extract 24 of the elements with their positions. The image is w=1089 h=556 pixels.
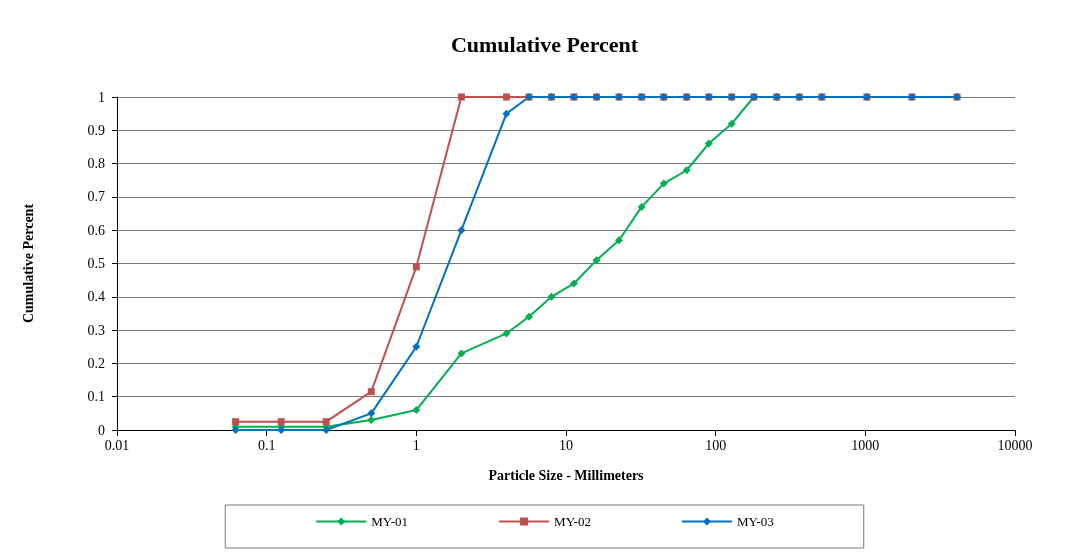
y-tick-label: 0.8 (87, 156, 105, 172)
y-axis-title: Cumulative Percent (20, 203, 36, 324)
y-tick-label: 0.1 (87, 389, 105, 405)
y-tick-label: 0.6 (87, 222, 105, 238)
y-tick-label: 0.9 (87, 122, 105, 138)
y-tick-label: 0.5 (87, 256, 105, 271)
y-tick-label: 1 (98, 89, 105, 105)
x-axis-title: Particle Size - Millimeters (488, 467, 645, 483)
y-tick-label: 0 (98, 422, 105, 438)
y-tick-label: 0.2 (87, 355, 105, 371)
x-tick-label: 10000 (997, 437, 1033, 453)
x-tick-label: 0.1 (257, 437, 276, 453)
y-tick-label: 0.4 (87, 289, 105, 305)
x-tick-label: 0.01 (104, 437, 130, 453)
legend-label: MY-01 (371, 514, 409, 529)
x-tick-label: 10 (559, 437, 573, 453)
chart-title: Cumulative Percent (450, 31, 639, 57)
legend-label: MY-03 (736, 514, 774, 529)
x-tick-label: 100 (705, 437, 727, 453)
legend-label: MY-02 (554, 514, 591, 529)
x-tick-label: 1 (412, 437, 420, 453)
y-tick-label: 0.3 (87, 322, 105, 338)
y-tick-label: 0.7 (87, 189, 105, 205)
x-tick-label: 1000 (851, 437, 880, 453)
